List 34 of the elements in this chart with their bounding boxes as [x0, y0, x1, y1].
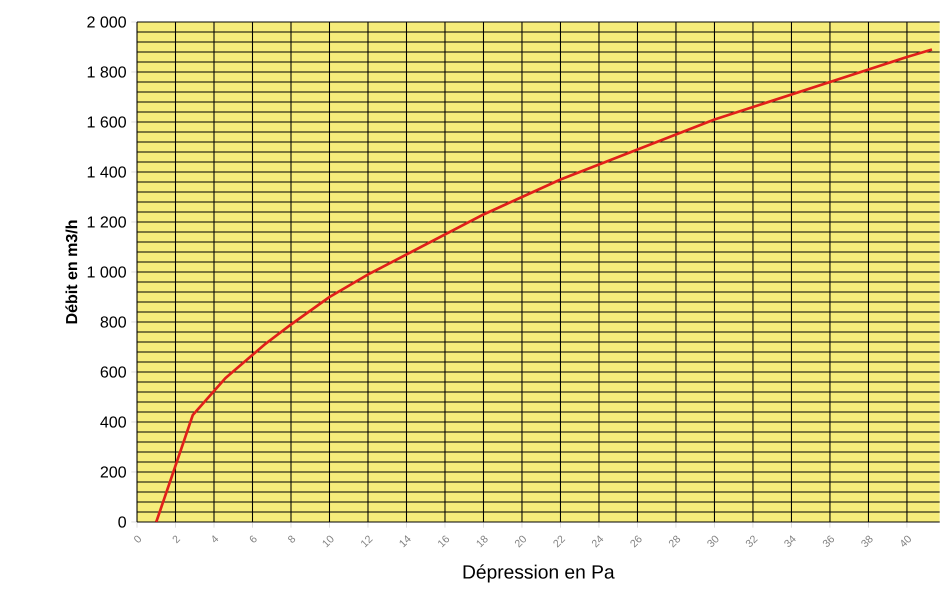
y-tick-label: 1 000 [88, 266, 126, 278]
y-tick-label: 1 800 [88, 66, 126, 78]
x-tick-label: 26 [630, 536, 642, 548]
y-tick-label: 1 400 [88, 166, 126, 178]
x-tick-label: 6 [250, 536, 257, 542]
y-tick-label: 200 [100, 466, 126, 478]
x-tick-label: 8 [288, 536, 296, 543]
x-tick-label: 30 [707, 536, 718, 547]
y-tick-label: 1 600 [88, 116, 126, 128]
y-tick-label: 400 [100, 416, 126, 428]
x-tick-label: 40 [901, 536, 911, 547]
x-tick-label: 16 [438, 536, 450, 548]
y-tick-label: 2 000 [87, 16, 126, 28]
x-tick-label: 0 [134, 536, 141, 543]
y-tick-label: 1 200 [88, 216, 126, 228]
x-tick-label: 38 [861, 536, 873, 547]
x-tick-label: 24 [592, 535, 604, 548]
x-tick-label: 18 [476, 536, 488, 548]
y-tick-label: 600 [100, 366, 126, 378]
y-tick-label: 0 [118, 516, 126, 528]
x-tick-label: 14 [400, 535, 411, 548]
x-tick-label: 28 [668, 536, 680, 548]
x-tick-label: 4 [212, 535, 218, 542]
x-tick-label: 34 [784, 535, 796, 547]
x-tick-label: 36 [822, 536, 834, 547]
x-tick-label: 22 [553, 536, 566, 548]
y-axis-title: Débit en m3/h [65, 220, 78, 324]
x-tick-label: 20 [514, 536, 526, 548]
x-tick-label: 10 [322, 536, 334, 548]
x-tick-label: 2 [172, 536, 180, 544]
x-axis-title: Dépression en Pa [464, 564, 615, 583]
y-tick-label: 800 [100, 316, 126, 328]
x-tick-label: 32 [746, 536, 758, 547]
x-tick-label: 12 [361, 536, 373, 548]
